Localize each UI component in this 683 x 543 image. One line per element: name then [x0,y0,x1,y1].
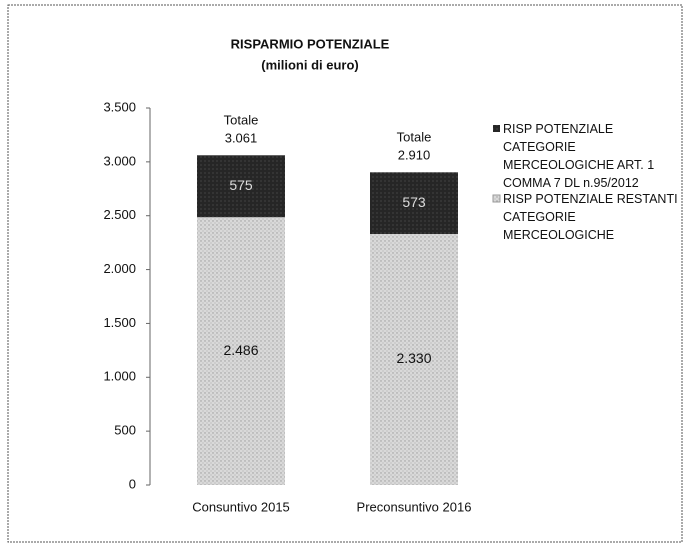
data-label: 573 [402,194,426,210]
chart-subtitle: (milioni di euro) [261,57,359,72]
y-tick-label: 0 [129,476,136,491]
y-tick-label: 1.500 [103,315,136,330]
bar-segment [370,234,458,485]
y-tick-label: 2.000 [103,261,136,276]
data-label: 2.486 [223,342,258,358]
total-label: 2.910 [398,148,431,163]
total-caption: Totale [224,113,259,128]
x-tick-label: Preconsuntivo 2016 [357,499,472,514]
frame [7,4,683,543]
y-tick-label: 3.000 [103,153,136,168]
bar-segment [197,217,285,485]
total-caption: Totale [397,130,432,145]
y-tick-label: 500 [114,423,136,438]
legend-label: RISP POTENZIALE RESTANTI CATEGORIE MERCE… [503,192,678,242]
bar-segment [197,155,285,218]
bar-segment [370,172,458,235]
legend-swatch [493,125,500,132]
y-tick-label: 3.500 [103,99,136,114]
total-label: 3.061 [225,131,258,146]
y-tick-label: 2.500 [103,207,136,222]
legend-label: RISP POTENZIALE CATEGORIE MERCEOLOGICHE … [503,122,655,190]
y-tick-label: 1.000 [103,369,136,384]
data-label: 2.330 [396,350,431,366]
data-label: 575 [229,177,253,193]
chart-title: RISPARMIO POTENZIALE [231,36,390,51]
x-tick-label: Consuntivo 2015 [192,499,290,514]
legend-swatch [492,194,501,203]
